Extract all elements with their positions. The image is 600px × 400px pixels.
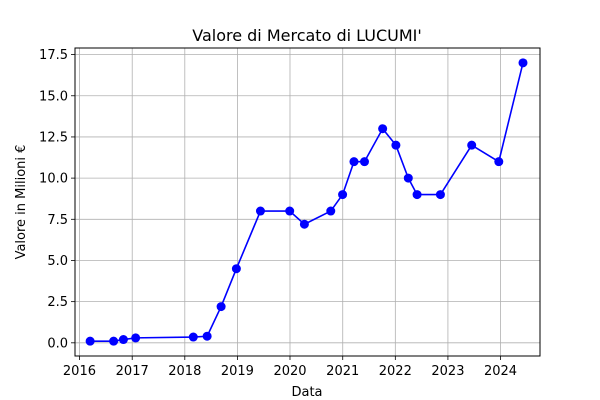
x-tick-label: 2022 [379,364,412,379]
data-point [109,336,119,346]
data-point [391,140,401,150]
y-tick-label: 0.0 [47,336,68,351]
x-tick-label: 2018 [168,364,201,379]
data-point [378,124,388,134]
y-tick-label: 12.5 [39,130,68,145]
x-tick-label: 2017 [116,364,149,379]
data-point [403,173,413,183]
x-tick-label: 2024 [484,364,517,379]
y-axis-title: Valore in Milioni € [14,145,29,260]
x-axis: 2016 2017 2018 2019 2020 2021 2022 2023 2024 [63,356,517,379]
data-point [216,302,226,312]
data-point [285,206,295,216]
data-point [494,157,504,167]
chart-title: Valore di Mercato di LUCUMI' [192,26,422,45]
series-points-layer [85,58,528,346]
data-point [349,157,359,167]
data-point [85,336,95,346]
data-point [467,140,477,150]
y-axis: 0.0 2.5 5.0 7.5 10.0 12.5 15.0 17.5 [39,48,75,351]
data-point [359,157,369,167]
data-point [338,190,348,200]
y-tick-label: 5.0 [47,254,68,269]
y-tick-label: 17.5 [39,48,68,63]
x-axis-title: Data [291,385,322,400]
data-point [131,333,141,343]
data-point [435,190,445,200]
x-tick-label: 2021 [326,364,359,379]
data-point [326,206,336,216]
data-point [231,264,241,274]
data-point [299,219,309,229]
data-point [118,335,128,345]
x-tick-label: 2023 [431,364,464,379]
y-tick-label: 2.5 [47,295,68,310]
data-point [518,58,528,68]
y-tick-label: 15.0 [39,89,68,104]
data-point [412,190,422,200]
y-tick-label: 7.5 [47,213,68,228]
grid [75,48,540,356]
x-tick-label: 2019 [221,364,254,379]
data-point [188,332,198,342]
data-point [255,206,265,216]
x-tick-label: 2020 [273,364,306,379]
y-tick-label: 10.0 [39,172,68,187]
data-point [202,331,212,341]
x-tick-label: 2016 [63,364,96,379]
plot-frame [74,47,541,357]
